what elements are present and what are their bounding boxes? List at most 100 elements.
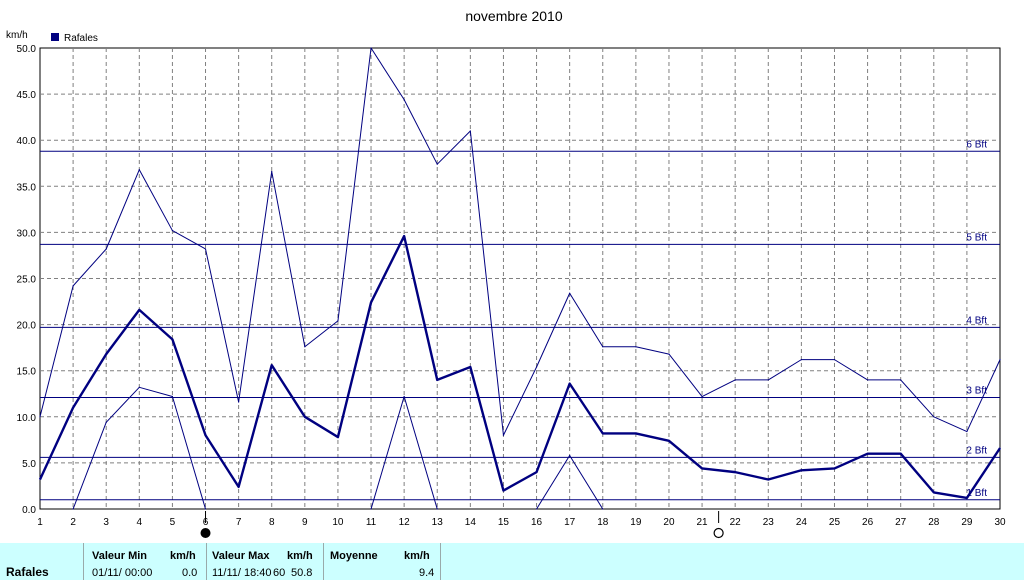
data-point-mean (337, 436, 339, 438)
data-point-max (403, 99, 405, 101)
stats-footer: Rafales Valeur Min km/h 01/11/ 00:00 0.0… (0, 543, 1024, 580)
x-tick-label: 28 (928, 517, 940, 528)
data-point-max (767, 379, 769, 381)
x-tick-label: 19 (630, 517, 642, 528)
data-point-max (171, 229, 174, 232)
y-tick-label: 10.0 (17, 413, 37, 424)
data-point-mean (900, 453, 902, 455)
data-point-max (502, 434, 505, 436)
y-tick-label: 0.0 (22, 505, 36, 516)
x-tick-label: 29 (961, 517, 973, 528)
data-point-max (337, 320, 339, 322)
min-value: 0.0 (182, 567, 198, 579)
data-point-mean (535, 471, 538, 473)
data-point-mean (833, 467, 836, 470)
x-tick-label: 16 (531, 517, 543, 528)
x-tick-label: 2 (70, 517, 76, 528)
legend-label: Rafales (64, 33, 98, 44)
data-point-mean (436, 379, 438, 381)
footer-row-label: Rafales (6, 565, 49, 579)
x-tick-label: 7 (236, 517, 242, 528)
x-tick-label: 21 (697, 517, 709, 528)
data-point-max (635, 346, 637, 348)
data-point-min (204, 508, 207, 510)
data-point-max (966, 430, 968, 433)
max-header: Valeur Max (212, 550, 270, 562)
x-tick-label: 5 (170, 517, 176, 528)
series-line-mean (38, 234, 1001, 500)
data-point-mean (204, 434, 207, 436)
data-point-mean (138, 309, 140, 311)
data-point-max (800, 359, 802, 361)
avg-value: 9.4 (419, 567, 435, 579)
y-tick-label: 50.0 (17, 44, 37, 55)
data-point-max (238, 401, 240, 403)
data-point-max (535, 366, 538, 368)
x-tick-label: 18 (597, 517, 609, 528)
x-tick-label: 15 (498, 517, 510, 528)
x-tick-label: 17 (564, 517, 576, 528)
chart-title: novembre 2010 (465, 8, 563, 24)
data-point-max (933, 416, 935, 418)
beaufort-label: 3 Bft (966, 385, 987, 396)
data-point-mean (734, 471, 736, 473)
max-value: 50.8 (291, 567, 313, 579)
data-point-mean (668, 440, 670, 442)
x-tick-label: 9 (302, 517, 308, 528)
data-point-mean (800, 469, 802, 471)
data-point-min (403, 395, 405, 398)
x-tick-label: 8 (269, 517, 275, 528)
x-tick-label: 4 (137, 517, 143, 528)
data-point-max (304, 346, 306, 348)
data-point-mean (105, 353, 107, 355)
data-point-mean (767, 478, 769, 481)
series-line-max (39, 47, 1001, 436)
min-header: Valeur Min (92, 550, 148, 562)
data-point-mean (304, 416, 306, 418)
beaufort-label: 2 Bft (966, 445, 987, 456)
y-tick-label: 35.0 (17, 182, 37, 193)
x-tick-label: 20 (663, 517, 675, 528)
y-tick-label: 15.0 (17, 367, 37, 378)
data-point-max (469, 130, 471, 132)
footer-avg-cell: Moyenne km/h 9.4 (324, 543, 441, 580)
y-tick-label: 40.0 (17, 136, 37, 147)
avg-header: Moyenne (330, 550, 378, 562)
x-tick-label: 25 (829, 517, 841, 528)
beaufort-label: 4 Bft (966, 315, 987, 326)
x-tick-label: 30 (994, 517, 1006, 528)
y-axis-unit: km/h (6, 30, 28, 41)
data-point-min (138, 386, 140, 388)
x-tick-label: 27 (895, 517, 907, 528)
data-point-mean (569, 383, 571, 385)
data-point-min (436, 508, 438, 510)
legend-swatch (51, 33, 59, 41)
x-tick-label: 12 (399, 517, 411, 528)
data-point-max (734, 379, 736, 381)
beaufort-label: 5 Bft (966, 232, 987, 243)
y-tick-label: 45.0 (17, 90, 37, 101)
data-point-max (271, 170, 273, 173)
data-point-max (436, 163, 438, 165)
data-point-max (370, 47, 372, 49)
data-point-mean (701, 467, 703, 470)
data-point-mean (966, 497, 968, 499)
x-tick-label: 13 (432, 517, 444, 528)
data-point-max (833, 359, 836, 361)
data-point-max (866, 379, 869, 381)
data-point-mean (933, 491, 935, 494)
footer-max-cell: Valeur Max km/h 11/11/ 18:40 60 50.8 (207, 543, 324, 580)
data-point-mean (866, 453, 869, 455)
data-point-mean (72, 406, 74, 409)
max-unit: km/h (287, 550, 313, 562)
data-point-mean (502, 489, 505, 492)
beaufort-label: 6 Bft (966, 139, 987, 150)
data-point-max (701, 395, 703, 398)
footer-label-cell: Rafales (0, 543, 84, 580)
beaufort-label: 1 Bft (966, 488, 987, 499)
data-point-mean (999, 447, 1001, 449)
data-point-max (138, 169, 140, 171)
data-point-min (171, 395, 174, 398)
max-date: 11/11/ 18:40 (212, 567, 272, 579)
y-tick-label: 30.0 (17, 228, 37, 239)
